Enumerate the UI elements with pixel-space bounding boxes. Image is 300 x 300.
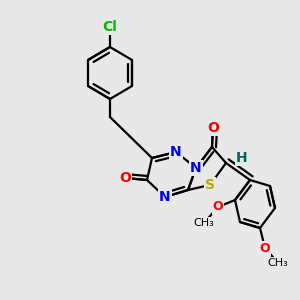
Text: H: H: [236, 151, 248, 165]
Text: Cl: Cl: [103, 20, 117, 34]
Text: O: O: [213, 200, 223, 214]
Text: S: S: [205, 178, 215, 192]
Text: O: O: [207, 121, 219, 135]
Text: N: N: [190, 161, 202, 175]
Text: O: O: [260, 242, 270, 254]
Text: N: N: [159, 190, 171, 204]
Text: O: O: [119, 171, 131, 185]
Text: CH₃: CH₃: [194, 218, 214, 228]
Text: CH₃: CH₃: [268, 258, 288, 268]
Text: N: N: [170, 145, 182, 159]
